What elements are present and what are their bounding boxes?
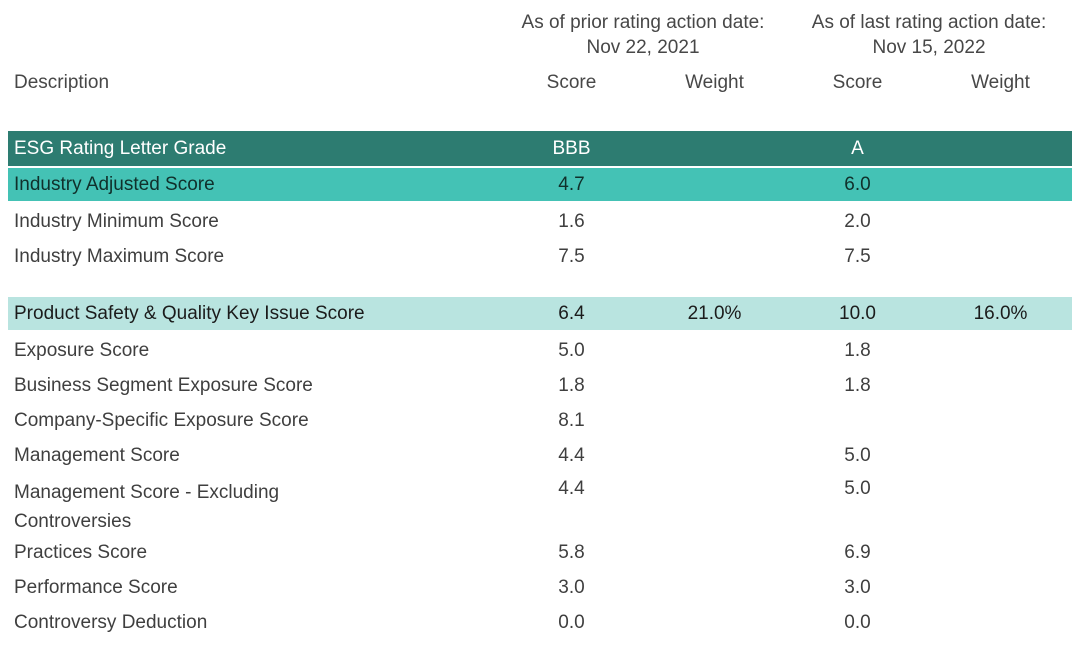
description-column-header: Description — [14, 72, 110, 93]
score-prior-cell: 6.4 — [558, 302, 585, 324]
row-label: Industry Maximum Score — [14, 245, 225, 267]
column-group-prior-date: As of prior rating action date: Nov 22, … — [500, 10, 786, 60]
table-row: Performance Score 3.0 3.0 — [8, 570, 1072, 605]
weight-prior-cell: 21.0% — [687, 302, 742, 324]
score-last-cell: 3.0 — [844, 576, 871, 598]
score-last-cell: 10.0 — [839, 302, 876, 324]
row-label: Business Segment Exposure Score — [14, 374, 313, 396]
score-prior-cell: 8.1 — [558, 409, 585, 431]
score-prior-cell: 1.6 — [558, 210, 585, 232]
score-prior-cell: 5.8 — [558, 541, 585, 563]
table-row: ESG Rating Letter Grade BBB A — [8, 131, 1072, 166]
table-row: Company-Specific Exposure Score 8.1 — [8, 403, 1072, 438]
score-last-column-header: Score — [832, 72, 883, 93]
row-label: Performance Score — [14, 576, 178, 598]
score-last-cell: 0.0 — [844, 611, 871, 633]
score-last-cell: 5.0 — [844, 478, 871, 499]
weight-last-column-header: Weight — [971, 72, 1030, 93]
table-body: ESG Rating Letter Grade BBB A Industry Adju… — [8, 131, 1072, 640]
column-group-header-row: As of prior rating action date: Nov 22, … — [8, 0, 1072, 60]
score-prior-cell: 4.7 — [558, 173, 585, 195]
weight-prior-cell — [643, 473, 786, 478]
description-column-spacer — [8, 10, 500, 60]
table-row: Industry Maximum Score 7.5 7.5 — [8, 239, 1072, 274]
table-row: Business Segment Exposure Score 1.8 1.8 — [8, 368, 1072, 403]
score-last-cell: 6.9 — [844, 541, 871, 563]
row-label: Product Safety & Quality Key Issue Score — [14, 302, 365, 324]
score-prior-cell: 1.8 — [558, 374, 585, 396]
row-label: Practices Score — [14, 541, 148, 563]
score-last-cell: 7.5 — [844, 245, 871, 267]
table-row: Exposure Score 5.0 1.8 — [8, 333, 1072, 368]
table-row: Industry Minimum Score 1.6 2.0 — [8, 204, 1072, 239]
score-prior-cell: 3.0 — [558, 576, 585, 598]
score-last-cell: 5.0 — [844, 444, 871, 466]
table-row: Industry Adjusted Score 4.7 6.0 — [8, 168, 1072, 201]
table-row: Practices Score 5.8 6.9 — [8, 535, 1072, 570]
prior-date-value: Nov 22, 2021 — [586, 37, 700, 58]
score-last-cell: 1.8 — [844, 374, 871, 396]
weight-last-cell: 16.0% — [973, 302, 1028, 324]
weight-prior-column-header: Weight — [685, 72, 744, 93]
score-prior-column-header: Score — [546, 72, 597, 93]
last-date-label: As of last rating action date: — [811, 12, 1047, 33]
score-prior-cell: 5.0 — [558, 339, 585, 361]
table-row: Management Score - Excluding Controversi… — [8, 473, 1072, 535]
weight-last-cell — [929, 473, 1072, 478]
score-prior-cell: 4.4 — [558, 444, 585, 466]
table-row: Controversy Deduction 0.0 0.0 — [8, 605, 1072, 640]
score-last-cell: 6.0 — [844, 173, 871, 195]
row-label: ESG Rating Letter Grade — [14, 137, 227, 159]
prior-date-label: As of prior rating action date: — [521, 12, 765, 33]
last-date-value: Nov 15, 2022 — [872, 37, 986, 58]
table-row: Management Score 4.4 5.0 — [8, 438, 1072, 473]
score-prior-cell: BBB — [552, 137, 591, 159]
score-last-cell: A — [851, 137, 864, 159]
table-row: Product Safety & Quality Key Issue Score… — [8, 297, 1072, 330]
table-header: As of prior rating action date: Nov 22, … — [8, 0, 1072, 131]
column-header-row: Description Score Weight Score Weight — [8, 72, 1072, 94]
score-prior-cell: 4.4 — [558, 478, 585, 499]
score-prior-cell: 7.5 — [558, 245, 585, 267]
column-group-last-date: As of last rating action date: Nov 15, 2… — [786, 10, 1072, 60]
row-label: Management Score - Excluding Controversi… — [14, 482, 280, 532]
row-label: Industry Adjusted Score — [14, 173, 215, 195]
score-prior-cell: 0.0 — [558, 611, 585, 633]
row-label: Exposure Score — [14, 339, 150, 361]
row-label: Controversy Deduction — [14, 611, 208, 633]
score-last-cell: 2.0 — [844, 210, 871, 232]
row-label: Company-Specific Exposure Score — [14, 409, 309, 431]
score-last-cell: 1.8 — [844, 339, 871, 361]
row-label: Industry Minimum Score — [14, 210, 219, 232]
row-label: Management Score — [14, 444, 180, 466]
